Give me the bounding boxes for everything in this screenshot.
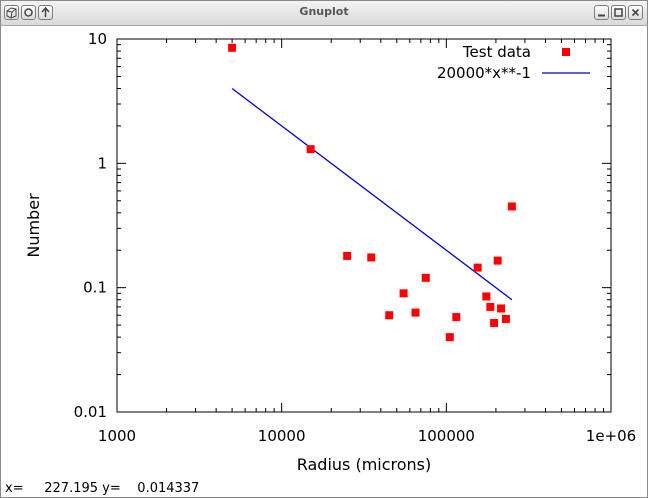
data-point bbox=[497, 304, 506, 313]
y-tick-label: 0.1 bbox=[83, 279, 107, 297]
x-tick-label: 1e+06 bbox=[586, 427, 636, 445]
x-tick-label: 1000 bbox=[98, 427, 136, 445]
x-axis-label: Radius (microns) bbox=[297, 455, 432, 474]
data-point bbox=[399, 289, 408, 298]
data-point bbox=[486, 302, 495, 311]
coordinate-readout: x= 227.195 y= 0.014337 bbox=[5, 481, 199, 496]
data-point bbox=[228, 43, 237, 52]
x-tick-label: 10000 bbox=[258, 427, 306, 445]
data-point bbox=[452, 313, 461, 322]
window-title: Gnuplot bbox=[299, 5, 349, 18]
minimize-button-icon[interactable] bbox=[594, 5, 609, 20]
data-point bbox=[501, 314, 510, 323]
legend-label-fit-line: 20000*x**-1 bbox=[437, 64, 531, 82]
data-point bbox=[343, 251, 352, 260]
close-button-icon[interactable] bbox=[628, 5, 643, 20]
data-point bbox=[306, 145, 315, 154]
pin-up-arrow-icon[interactable] bbox=[38, 5, 53, 20]
plot-canvas[interactable]: 0.01 0.1 1 10 1000 10000 100000 1e+06 Radius (mi… bbox=[1, 26, 647, 476]
plot-border bbox=[116, 38, 612, 413]
data-point bbox=[482, 292, 491, 301]
x-value: 227.195 bbox=[44, 481, 99, 496]
data-point bbox=[421, 273, 430, 282]
window-menu-icon[interactable] bbox=[4, 5, 19, 20]
y-tick-label: 0.01 bbox=[74, 403, 107, 421]
maximize-button-icon[interactable] bbox=[611, 5, 626, 20]
data-point bbox=[367, 253, 376, 262]
y-tick-label: 1 bbox=[97, 154, 107, 172]
shade-button-icon[interactable] bbox=[21, 5, 36, 20]
legend-marker-test-data bbox=[562, 48, 570, 56]
legend-label-test-data: Test data bbox=[462, 43, 531, 61]
data-point bbox=[507, 202, 516, 211]
fit-line bbox=[231, 87, 513, 301]
title-bar: Gnuplot bbox=[1, 1, 647, 26]
data-point bbox=[493, 256, 502, 265]
data-point bbox=[445, 333, 454, 342]
data-point bbox=[490, 318, 499, 327]
x-label: x= bbox=[5, 481, 24, 496]
data-point bbox=[385, 311, 394, 320]
y-label: y= bbox=[102, 481, 121, 496]
x-tick-label: 100000 bbox=[418, 427, 475, 445]
y-tick-label: 10 bbox=[88, 30, 107, 48]
y-axis-label: Number bbox=[24, 193, 43, 258]
y-value: 0.014337 bbox=[137, 481, 200, 496]
data-point bbox=[411, 308, 420, 317]
data-point bbox=[473, 263, 482, 272]
